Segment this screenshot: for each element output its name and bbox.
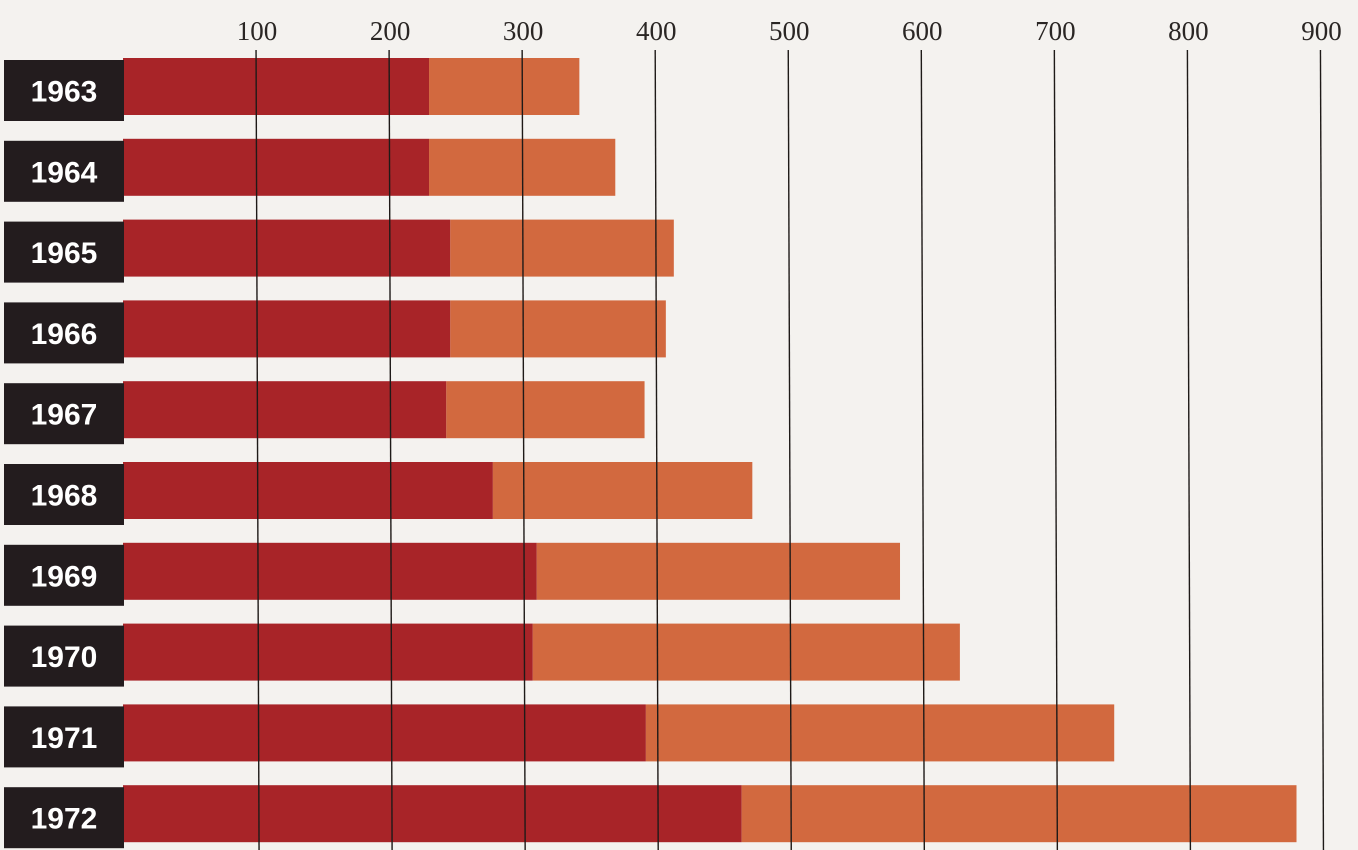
bar-1968-segment-1 bbox=[123, 462, 493, 519]
x-tick-label: 100 bbox=[237, 16, 278, 46]
bar-1971-segment-2 bbox=[645, 704, 1115, 762]
bar-1963-segment-1 bbox=[123, 58, 430, 115]
gridline-800 bbox=[1186, 49, 1192, 850]
category-label-box-1972 bbox=[4, 787, 124, 849]
category-label-box-1965 bbox=[4, 221, 124, 283]
category-label: 1968 bbox=[31, 480, 98, 513]
category-label-box-1967 bbox=[4, 383, 124, 445]
category-label-box-1970 bbox=[4, 625, 124, 687]
gridline-500 bbox=[787, 49, 792, 850]
category-label: 1965 bbox=[31, 237, 98, 270]
x-tick-label: 900 bbox=[1301, 16, 1342, 46]
category-label: 1972 bbox=[31, 803, 98, 836]
category-label-box-1963 bbox=[4, 60, 124, 121]
bars-layer bbox=[123, 58, 1297, 843]
category-label: 1971 bbox=[31, 722, 98, 755]
bar-1965-segment-1 bbox=[123, 219, 451, 277]
category-label: 1967 bbox=[31, 399, 98, 432]
category-label: 1966 bbox=[31, 318, 98, 351]
gridline-600 bbox=[920, 49, 925, 850]
category-label-box-1966 bbox=[4, 302, 124, 364]
gridline-100 bbox=[255, 49, 260, 850]
category-label-box-1969 bbox=[4, 544, 124, 606]
gridline-700 bbox=[1053, 49, 1059, 850]
category-label: 1969 bbox=[31, 560, 98, 593]
category-label: 1963 bbox=[31, 76, 98, 109]
bar-1966-segment-2 bbox=[450, 300, 666, 358]
bar-1972-segment-1 bbox=[123, 785, 742, 843]
bar-1966-segment-1 bbox=[123, 300, 451, 358]
bar-1970-segment-2 bbox=[532, 623, 960, 681]
x-tick-label: 200 bbox=[370, 16, 411, 46]
tick-labels-layer: 100 200 300 400 500 600 700 800 900 bbox=[237, 16, 1342, 46]
bar-1969-segment-1 bbox=[123, 542, 537, 600]
x-tick-label: 800 bbox=[1168, 16, 1209, 46]
bar-1970-segment-1 bbox=[123, 623, 533, 681]
gridline-300 bbox=[521, 49, 526, 850]
bar-1967-segment-2 bbox=[446, 381, 645, 439]
category-label-box-1971 bbox=[4, 706, 124, 768]
bar-1968-segment-2 bbox=[492, 462, 753, 519]
x-tick-label: 500 bbox=[769, 16, 810, 46]
x-tick-label: 300 bbox=[503, 16, 544, 46]
x-tick-label: 400 bbox=[636, 16, 677, 46]
category-label-box-1968 bbox=[4, 464, 124, 525]
bar-1965-segment-2 bbox=[450, 219, 674, 277]
gridline-900 bbox=[1319, 49, 1325, 850]
bar-1964-segment-1 bbox=[123, 138, 430, 196]
bar-1972-segment-2 bbox=[741, 785, 1297, 843]
gridline-400 bbox=[654, 49, 659, 850]
gridlines-layer bbox=[255, 49, 1325, 850]
category-label-box-1964 bbox=[4, 140, 124, 202]
bar-1963-segment-2 bbox=[429, 58, 580, 115]
x-tick-label: 700 bbox=[1035, 16, 1076, 46]
category-label: 1964 bbox=[31, 156, 98, 189]
category-label: 1970 bbox=[31, 641, 98, 674]
bar-1971-segment-1 bbox=[123, 704, 646, 762]
bar-1967-segment-1 bbox=[123, 381, 447, 439]
bar-1969-segment-2 bbox=[536, 542, 901, 600]
gridline-200 bbox=[388, 49, 393, 850]
category-labels-layer: 1963 1964 1965 1966 1967 1968 1969 1970 1971 1972 bbox=[4, 60, 124, 849]
x-tick-label: 600 bbox=[902, 16, 943, 46]
